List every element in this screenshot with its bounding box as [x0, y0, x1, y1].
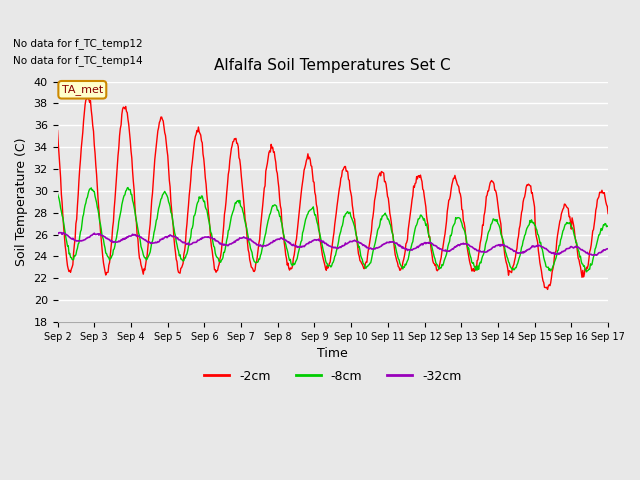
Legend: -2cm, -8cm, -32cm: -2cm, -8cm, -32cm [199, 365, 467, 388]
Text: TA_met: TA_met [61, 84, 103, 95]
X-axis label: Time: Time [317, 347, 348, 360]
Text: No data for f_TC_temp14: No data for f_TC_temp14 [13, 55, 143, 66]
Text: No data for f_TC_temp12: No data for f_TC_temp12 [13, 38, 143, 49]
Y-axis label: Soil Temperature (C): Soil Temperature (C) [15, 137, 28, 266]
Title: Alfalfa Soil Temperatures Set C: Alfalfa Soil Temperatures Set C [214, 59, 451, 73]
